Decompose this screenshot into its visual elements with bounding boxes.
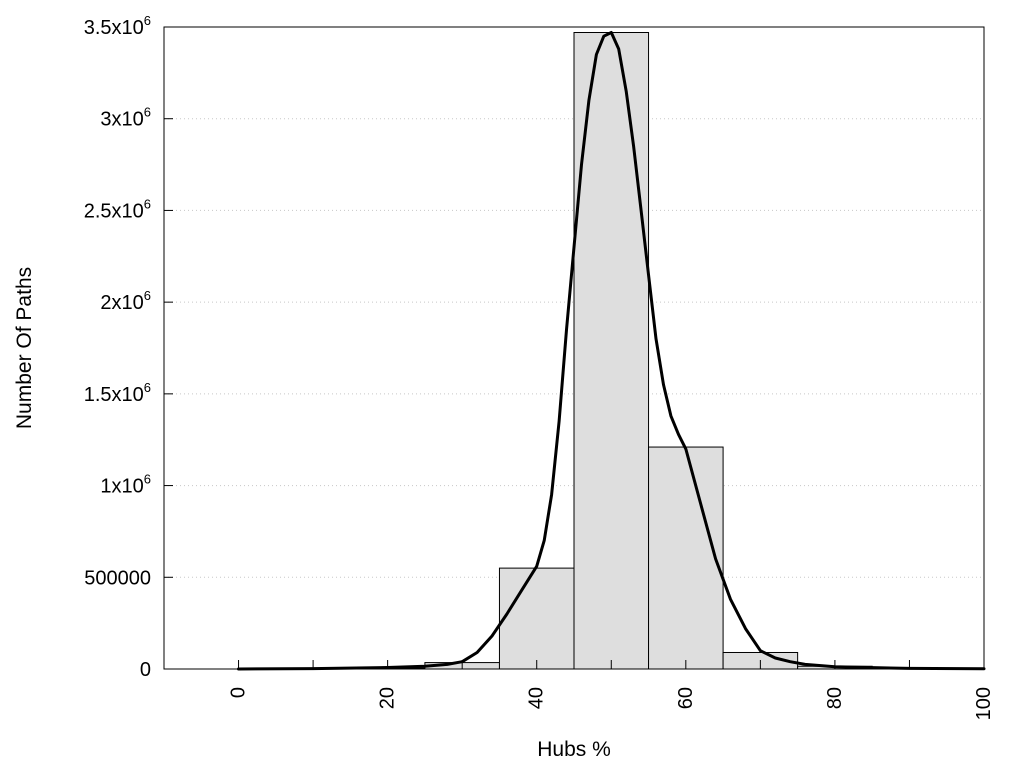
y-axis-label: Number Of Paths (13, 267, 36, 429)
y-tick-label-base: 2x10 (100, 292, 143, 314)
y-tick-label-base: 500000 (84, 567, 151, 589)
y-tick-label-base: 3.5x10 (84, 17, 144, 39)
x-tick-label: 60 (675, 687, 697, 709)
x-axis-ticks: 0 20 40 60 80 100 (228, 660, 995, 720)
fit-curve-layer (237, 31, 986, 671)
y-tick-label: 2x106 (100, 288, 151, 314)
x-tick-label: 20 (377, 687, 399, 709)
y-tick-label-exponent: 6 (144, 196, 151, 211)
y-tick-label-base: 3x10 (100, 109, 143, 131)
x-tick-label: 100 (973, 687, 995, 720)
y-tick-label: 500000 (84, 567, 151, 589)
histogram-bar (498, 567, 575, 670)
y-tick-label-exponent: 6 (144, 288, 151, 303)
y-tick-label-base: 1.5x10 (84, 384, 144, 406)
x-tick-label: 40 (526, 687, 548, 709)
y-tick-label-base: 2.5x10 (84, 200, 144, 222)
y-tick-label-exponent: 6 (144, 105, 151, 120)
y-tick-label-exponent: 6 (144, 13, 151, 28)
y-tick-label: 3.5x106 (84, 13, 151, 39)
y-tick-label: 1x106 (100, 472, 151, 498)
y-tick-label: 1.5x106 (84, 380, 151, 406)
y-tick-label-exponent: 6 (144, 472, 151, 487)
plot-frame (163, 26, 985, 670)
histogram-bars (238, 32, 985, 670)
y-axis-ticks: 05000001x1061.5x1062x1062.5x1063x1063.5x… (84, 13, 173, 681)
y-tick-label: 0 (140, 659, 151, 681)
y-tick-label-exponent: 6 (144, 380, 151, 395)
x-tick-label: 0 (228, 687, 250, 698)
histogram-bar (648, 446, 724, 670)
fit-curve (237, 31, 986, 671)
x-tick-label: 80 (824, 687, 846, 709)
x-axis-label: Hubs % (537, 738, 611, 761)
grid-lines (164, 118, 984, 578)
y-tick-label: 2.5x106 (84, 196, 151, 222)
y-tick-label-base: 0 (140, 659, 151, 681)
y-tick-label: 3x106 (100, 105, 151, 131)
y-tick-label-base: 1x10 (100, 476, 143, 498)
